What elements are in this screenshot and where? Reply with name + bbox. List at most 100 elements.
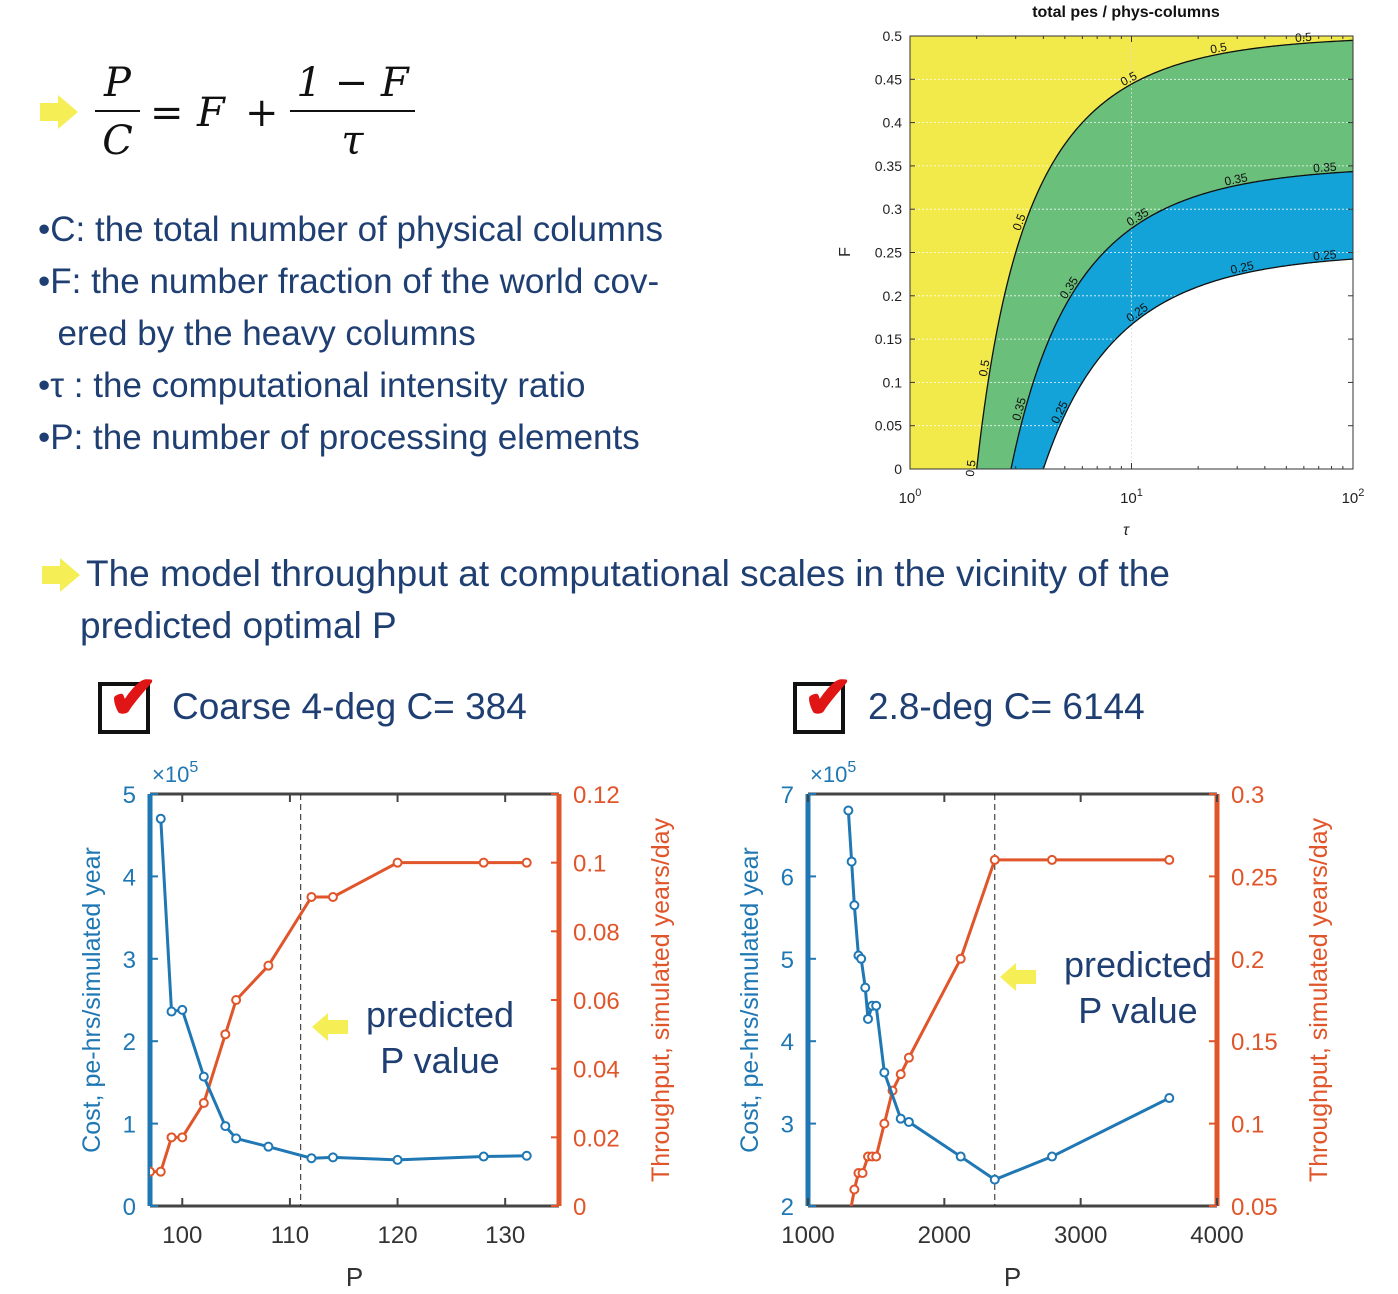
contour-ytick-label: 0: [894, 461, 902, 477]
cost-point: [392, 1154, 403, 1165]
x-tick-label: 120: [378, 1222, 418, 1249]
predicted-arrow-icon: [1000, 963, 1036, 991]
left-axis-label: Cost, pe-hrs/simulated year: [736, 847, 764, 1153]
case-label-left: Coarse 4-deg C= 384: [172, 686, 527, 727]
cost-point: [895, 1113, 906, 1124]
contour-level-label: 0.25: [1229, 258, 1255, 277]
contour-line-0.25: [1042, 258, 1354, 470]
x-tick-label: 2000: [918, 1222, 971, 1249]
cost-point: [955, 1151, 966, 1162]
cost-point: [166, 1006, 177, 1017]
cost-point: [1047, 1151, 1058, 1162]
right-tick-label: 0.25: [1231, 864, 1278, 891]
left-tick-label: 4: [781, 1029, 794, 1056]
contour-title: total pes / phys-columns: [1032, 4, 1220, 21]
predicted-arrow-icon: [312, 1013, 348, 1041]
checkbox-right[interactable]: [793, 682, 845, 734]
bullet-c: •C: the total number of physical columns: [38, 210, 664, 249]
throughput-point: [895, 1069, 906, 1080]
x-axis-label: P: [346, 1262, 363, 1292]
formula-lhs-denominator: C: [102, 118, 133, 164]
left-tick-label: 6: [781, 864, 794, 891]
formula: P C = F + 1 − F τ: [95, 60, 425, 170]
formula-lhs-bar: [95, 110, 140, 112]
line-chart-left: 100 110 120 130 P 0 1 2 3 4 5 ×105 0 0.02 0.04 0.06 0.08…: [78, 759, 675, 1292]
cost-point: [155, 813, 166, 824]
contour-ytick-label: 0.4: [883, 115, 903, 131]
right-axis-label: Throughput, simulated years/day: [647, 817, 675, 1182]
bullet-f-continued: ered by the heavy columns: [38, 314, 476, 353]
cost-point: [1164, 1093, 1175, 1104]
cost-point: [879, 1067, 890, 1078]
cost-point: [327, 1152, 338, 1163]
throughput-point: [198, 1098, 209, 1108]
contour-xtick-label: 102: [1342, 487, 1365, 507]
throughput-point: [220, 1029, 231, 1040]
contour-xtick-label: 100: [899, 487, 922, 507]
right-tick-label: 0.04: [573, 1057, 620, 1084]
contour-ytick-label: 0.2: [883, 288, 903, 304]
throughput-point: [177, 1132, 188, 1143]
left-tick-label: 3: [123, 947, 136, 974]
series-group: [843, 805, 1175, 1206]
contour-level-label: 0.5: [976, 358, 993, 377]
throughput-point: [392, 857, 403, 868]
contour-level-label: 0.5: [963, 459, 979, 478]
throughput-point: [306, 892, 317, 902]
right-tick-label: 0: [573, 1194, 586, 1221]
annotation-line-2: P value: [1078, 990, 1197, 1031]
heading-line-2: predicted optimal P: [80, 605, 397, 646]
right-tick-label: 0.2: [1231, 947, 1264, 974]
bullet-f: •F: the number fraction of the world cov…: [38, 262, 660, 301]
contour-level-label: 0.35: [1223, 170, 1249, 188]
contour-chart: total pes / phys-columns 0.5 0.5 0.5 0.5 0.5…: [837, 4, 1365, 539]
section-heading: The model throughput at computational sc…: [80, 548, 1386, 652]
throughput-point: [478, 857, 489, 868]
formula-arrow-icon: [40, 95, 80, 134]
formula-lhs-numerator: P: [104, 60, 131, 106]
cost-series-line: [159, 818, 527, 1162]
contour-level-label: 0.5: [1209, 40, 1228, 57]
x-tick-label: 130: [485, 1222, 525, 1249]
checkbox-left[interactable]: [98, 682, 150, 734]
heading-arrow-icon: [42, 558, 82, 597]
left-tick-label: 5: [781, 947, 794, 974]
throughput-point: [989, 854, 1000, 865]
definition-list: •C: the total number of physical columns…: [38, 204, 663, 464]
left-tick-label: 0: [123, 1194, 136, 1221]
heading-line-1: The model throughput at computational sc…: [86, 553, 1170, 594]
throughput-point: [150, 1166, 155, 1177]
contour-level-label: 0.5: [1010, 212, 1029, 233]
formula-f: F: [197, 90, 225, 136]
throughput-point: [1164, 854, 1175, 865]
throughput-point: [263, 960, 274, 971]
contour-level-label: 0.35: [1313, 160, 1338, 176]
bullet-p: •P: the number of processing elements: [38, 418, 640, 457]
cost-point: [263, 1141, 274, 1152]
throughput-point: [327, 892, 338, 902]
contour-ytick-label: 0.5: [883, 28, 903, 44]
x-tick-label: 110: [271, 1222, 309, 1249]
bullet-tau: •τ : the computational intensity ratio: [38, 366, 586, 405]
cost-point: [846, 856, 857, 867]
formula-rhs-numerator: 1 − F: [296, 60, 409, 106]
left-tick-label: 2: [123, 1029, 136, 1056]
formula-equals: =: [150, 90, 184, 136]
throughput-point: [879, 1118, 890, 1129]
cost-point: [843, 805, 854, 816]
cost-point: [849, 900, 860, 911]
right-tick-label: 0.1: [1231, 1112, 1264, 1139]
throughput-series-line: [849, 858, 1170, 1206]
right-tick-label: 0.3: [1231, 782, 1264, 809]
cost-point: [220, 1121, 231, 1132]
left-tick-label: 3: [781, 1112, 794, 1139]
case-label-right: 2.8-deg C= 6144: [868, 686, 1145, 727]
left-tick-label: 5: [123, 782, 136, 809]
x-tick-label: 4000: [1190, 1222, 1243, 1249]
formula-rhs-bar: [290, 110, 415, 112]
contour-region-below-0.25: [1043, 259, 1353, 469]
cost-point: [856, 953, 867, 964]
cost-point: [177, 1004, 188, 1015]
contour-ytick-label: 0.1: [883, 374, 903, 390]
contour-ytick-label: 0.35: [875, 158, 902, 174]
